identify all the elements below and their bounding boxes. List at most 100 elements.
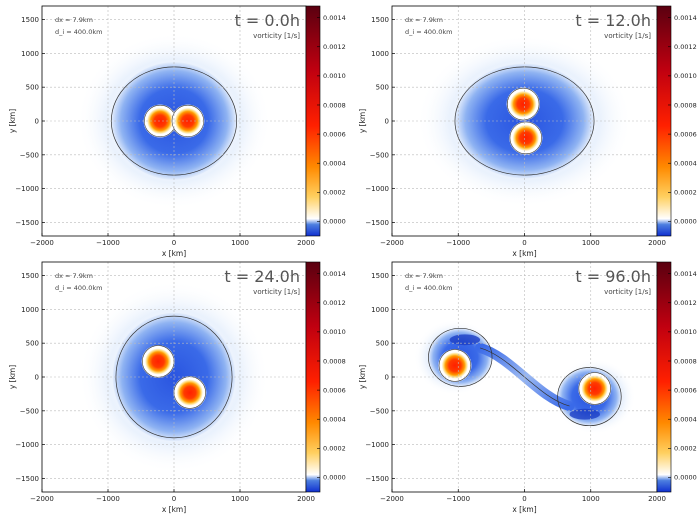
vortex-contour-2 — [509, 121, 543, 155]
y-axis-label: y [km] — [8, 109, 17, 133]
y-tick-label: 1500 — [371, 16, 389, 24]
colorbar-tick-label: 0.0012 — [323, 43, 346, 51]
y-tick-label: −1000 — [15, 185, 39, 193]
y-axis-label: y [km] — [358, 365, 367, 389]
vortex-2 — [176, 379, 204, 406]
colorbar-scale — [305, 5, 321, 237]
colorbar-tick-label: 0.0002 — [323, 445, 346, 453]
x-tick-label: −1000 — [446, 239, 470, 247]
vortex-2 — [512, 124, 540, 152]
colorbar-tick-label: 0.0010 — [674, 328, 697, 336]
negative-core-right — [569, 408, 601, 420]
colorbar-tick-label: 0.0004 — [323, 416, 346, 424]
colorbar-tick-label: 0.0006 — [674, 386, 697, 394]
colorbar-tick-label: 0.0004 — [674, 416, 697, 424]
x-tick-label: 1000 — [231, 239, 249, 247]
info-dx: dx = 7.9km — [405, 272, 443, 280]
x-tick-label: −2000 — [30, 495, 54, 503]
colorbar-tick-label: 0.0010 — [674, 72, 697, 80]
vortex-contour-1 — [506, 87, 540, 121]
vortex-2 — [581, 375, 608, 402]
colorbar: 0.0000 0.0002 0.0004 0.0006 0.0008 0.0010 0.00… — [305, 261, 346, 493]
x-tick-label: 2000 — [648, 239, 666, 247]
chart-panel-3: −2000 −1000 0 1000 2000 1500 1000 500 0 −500 −1000… — [8, 261, 346, 514]
x-tick-label: 2000 — [297, 495, 315, 503]
y-tick-label: 1500 — [371, 272, 389, 280]
y-tick-label: 500 — [376, 340, 389, 348]
colorbar-tick-label: 0.0010 — [323, 328, 346, 336]
y-tick-label: −500 — [20, 407, 39, 415]
vortex-1 — [441, 352, 469, 379]
colorbar-tick-label: 0.0006 — [323, 130, 346, 138]
x-tick-label: 2000 — [648, 495, 666, 503]
x-tick-label: 2000 — [297, 239, 315, 247]
y-tick-label: 1000 — [21, 306, 39, 314]
colorbar-label: vorticity [1/s] — [253, 32, 300, 40]
y-tick-label: −1500 — [365, 475, 389, 483]
info-di: d_i = 400.0km — [55, 28, 102, 36]
colorbar-tick-label: 0.0008 — [674, 357, 697, 365]
chart-panel-1: −2000 −1000 0 1000 2000 1500 1000 500 0 −500 −1000… — [8, 5, 346, 258]
vortex-1 — [509, 90, 537, 118]
x-tick-label: 0 — [522, 239, 526, 247]
zero-contour-right — [557, 367, 622, 427]
x-axis-label: x [km] — [512, 505, 536, 514]
colorbar: 0.0000 0.0002 0.0004 0.0006 0.0008 0.0010 0.00… — [656, 5, 697, 237]
y-tick-label: −500 — [20, 151, 39, 159]
info-di: d_i = 400.0km — [405, 28, 452, 36]
x-tick-label: −2000 — [380, 239, 404, 247]
y-axis-label: y [km] — [8, 365, 17, 389]
colorbar-scale — [656, 261, 672, 493]
y-tick-label: −1000 — [15, 441, 39, 449]
x-tick-label: 1000 — [231, 495, 249, 503]
y-tick-label: 500 — [26, 84, 39, 92]
colorbar-tick-label: 0.0014 — [674, 270, 697, 278]
x-tick-label: 0 — [172, 495, 176, 503]
colorbar-tick-label: 0.0012 — [323, 299, 346, 307]
y-tick-label: 500 — [376, 84, 389, 92]
colorbar-tick-label: 0.0004 — [674, 160, 697, 168]
panel-title: t = 0.0h — [235, 11, 300, 30]
y-tick-label: 1000 — [371, 50, 389, 58]
x-tick-label: −1000 — [446, 495, 470, 503]
x-tick-label: −2000 — [380, 495, 404, 503]
vortex-contour-1 — [438, 349, 472, 382]
panel-title: t = 24.0h — [224, 267, 300, 286]
zero-contour-left — [428, 327, 493, 387]
negative-core-left — [449, 334, 481, 346]
colorbar-tick-label: 0.0000 — [674, 218, 697, 226]
colorbar-tick-label: 0.0014 — [323, 14, 346, 22]
info-dx: dx = 7.9km — [405, 16, 443, 24]
colorbar-scale — [305, 261, 321, 493]
vortex-contour-2 — [578, 372, 611, 405]
y-tick-label: 1500 — [21, 272, 39, 280]
colorbar-tick-label: 0.0008 — [674, 101, 697, 109]
colorbar-tick-label: 0.0000 — [323, 218, 346, 226]
x-axis-label: x [km] — [162, 249, 186, 258]
y-tick-label: 0 — [385, 374, 389, 382]
y-tick-label: −1000 — [365, 185, 389, 193]
colorbar-tick-label: 0.0002 — [674, 189, 697, 197]
info-dx: dx = 7.9km — [55, 272, 93, 280]
vortex-contour-2 — [173, 376, 206, 409]
colorbar-tick-label: 0.0006 — [674, 130, 697, 138]
x-axis-label: x [km] — [512, 249, 536, 258]
colorbar-tick-label: 0.0010 — [323, 72, 346, 80]
chart-panel-2: −2000 −1000 0 1000 2000 1500 1000 500 0 −500 −1000… — [358, 5, 697, 258]
x-tick-label: 1000 — [582, 239, 600, 247]
colorbar-label: vorticity [1/s] — [604, 32, 651, 40]
vortex-1 — [146, 107, 174, 135]
colorbar-tick-label: 0.0000 — [323, 474, 346, 482]
y-axis-label: y [km] — [358, 109, 367, 133]
vorticity-field — [413, 319, 636, 435]
x-axis-label: x [km] — [162, 505, 186, 514]
colorbar: 0.0000 0.0002 0.0004 0.0006 0.0008 0.0010 0.00… — [305, 5, 346, 237]
colorbar-tick-label: 0.0004 — [323, 160, 346, 168]
colorbar: 0.0000 0.0002 0.0004 0.0006 0.0008 0.0010 0.00… — [656, 261, 697, 493]
colorbar-tick-label: 0.0002 — [323, 189, 346, 197]
y-tick-label: −1500 — [15, 475, 39, 483]
x-tick-label: −1000 — [96, 495, 120, 503]
vortex-1 — [144, 348, 172, 375]
colorbar-label: vorticity [1/s] — [604, 288, 651, 296]
